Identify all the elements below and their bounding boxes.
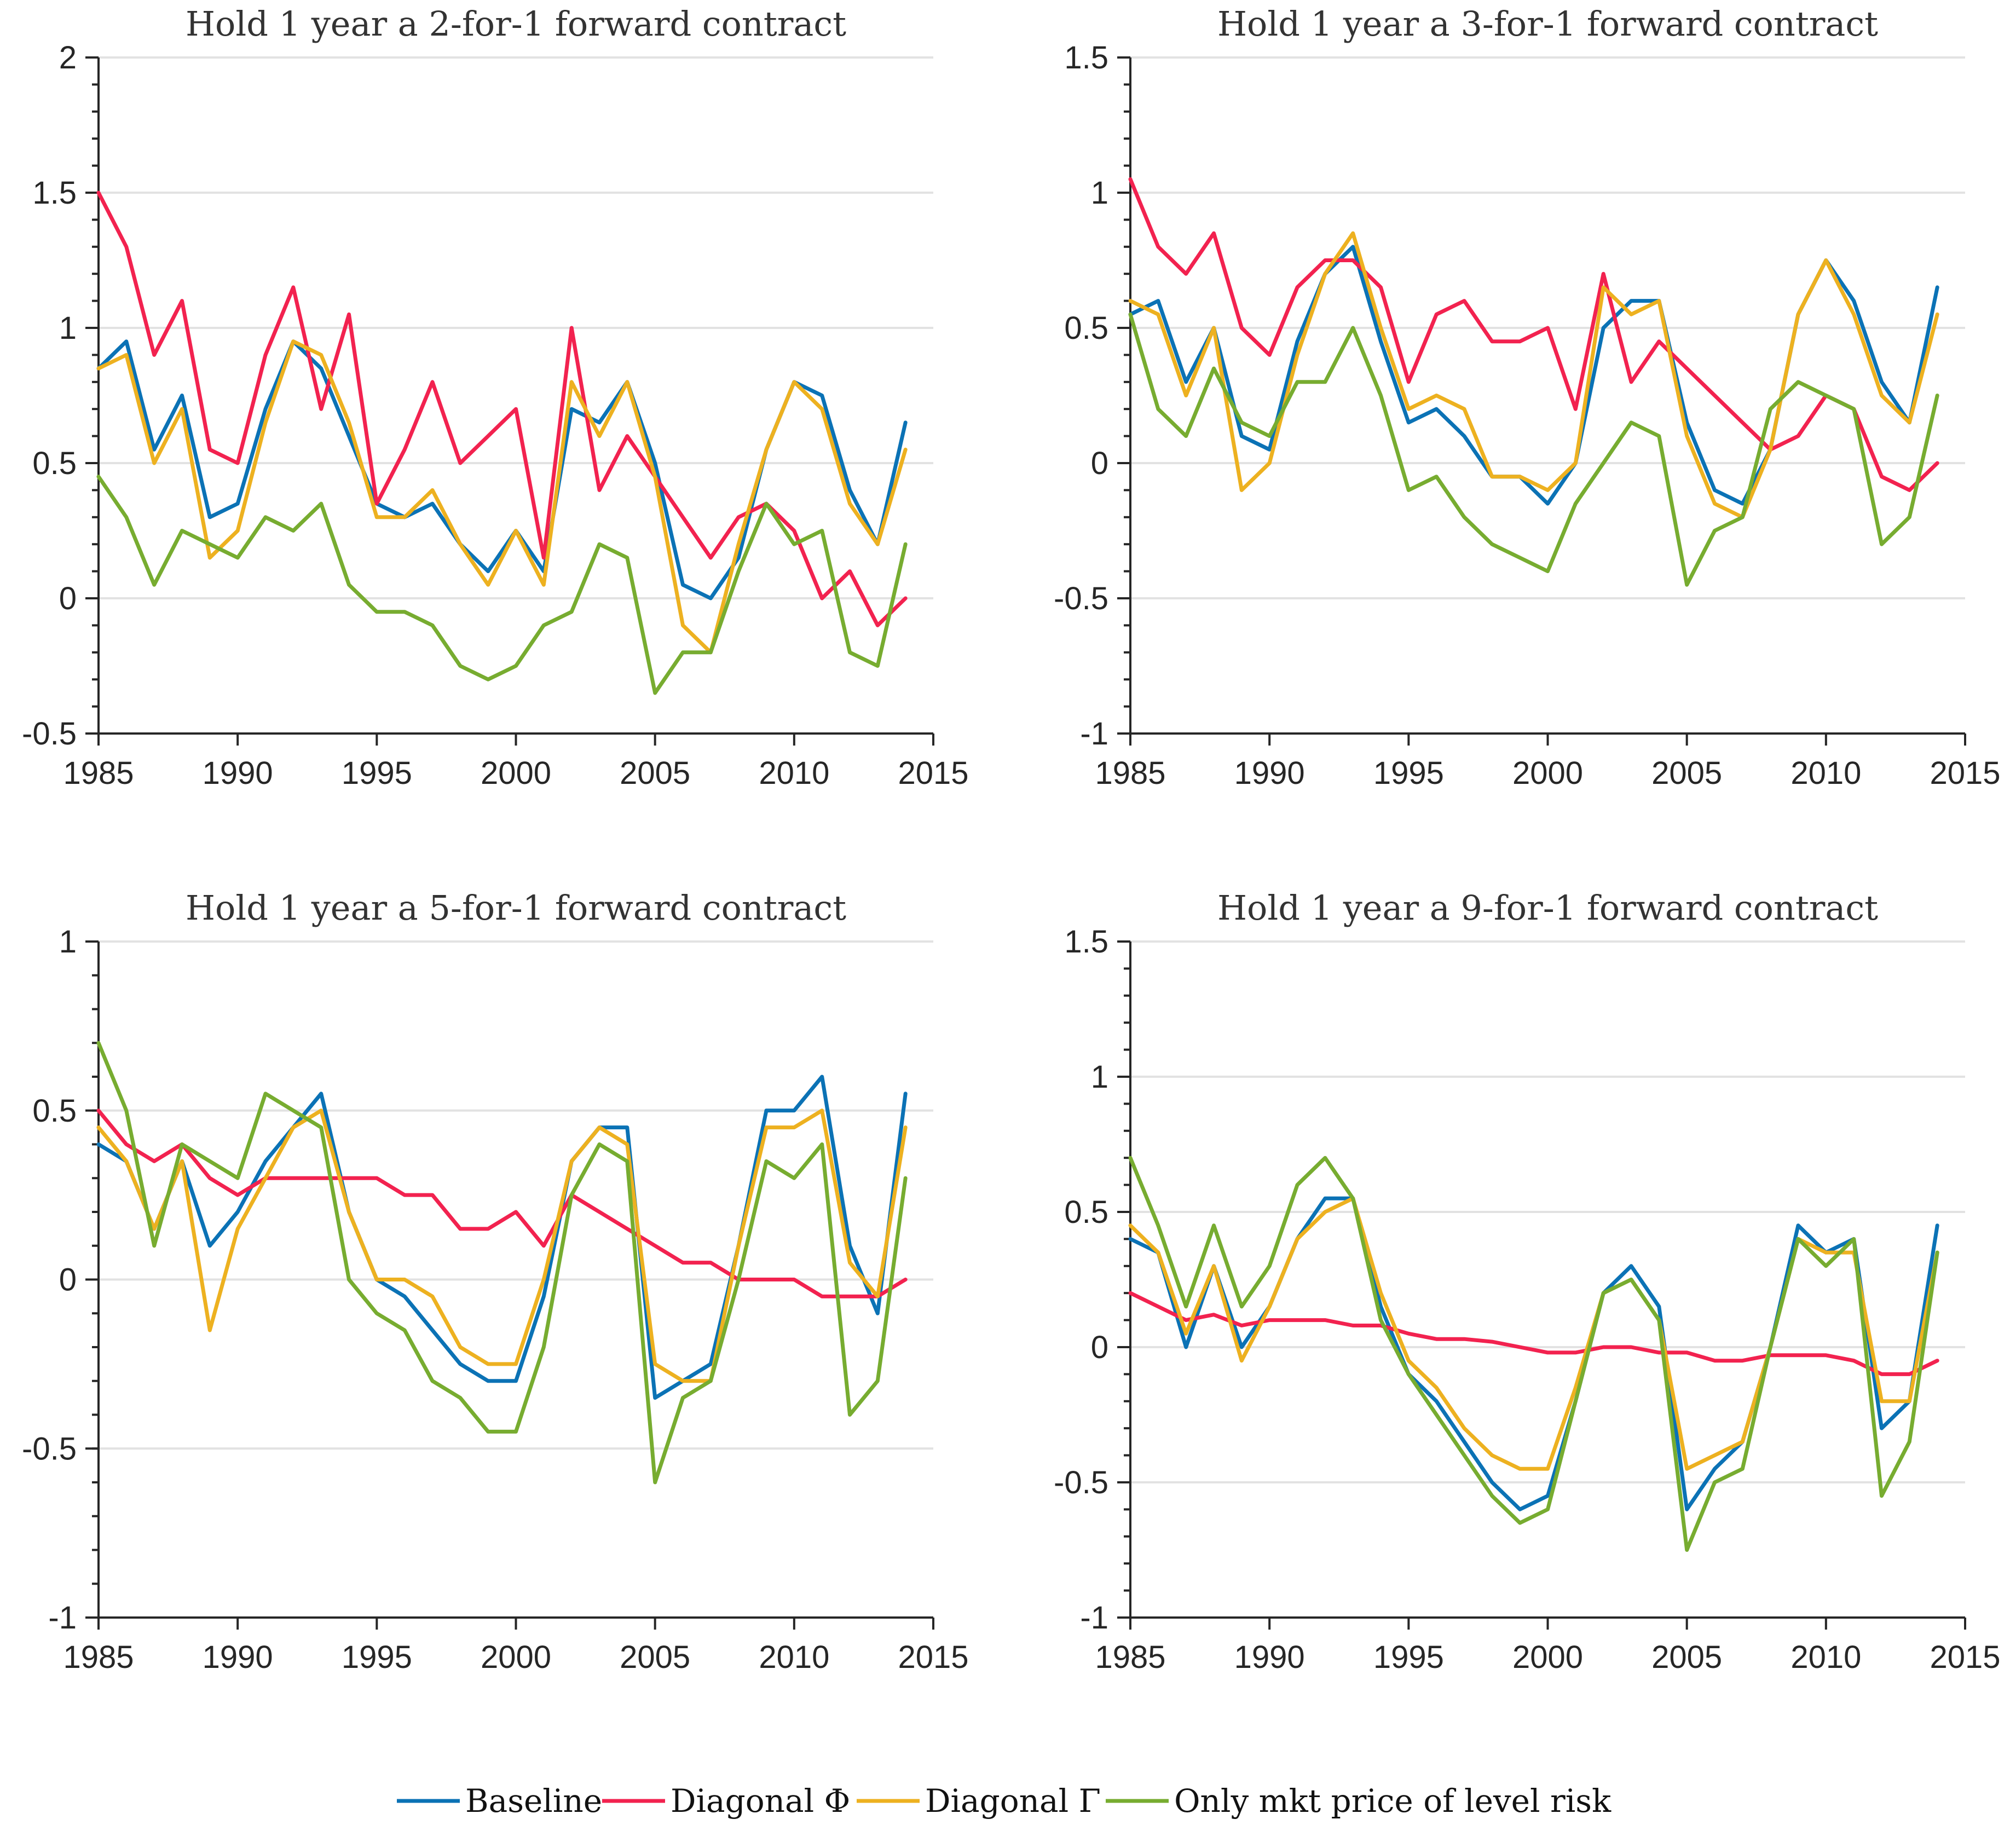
x-tick-label: 2005: [1651, 755, 1722, 791]
series-line-only-mkt-price-of-level-risk: [1128, 312, 1939, 587]
chart-panels: Hold 1 year a 2-for-1 forward contract -0…: [22, 4, 2000, 1675]
legend-label-baseline: Baseline: [465, 1782, 602, 1820]
x-tick-label: 2005: [1651, 1639, 1722, 1675]
x-tick-label: 1995: [1373, 1639, 1444, 1675]
x-tick-label: 2015: [898, 755, 968, 791]
chart-panel-4: Hold 1 year a 9-for-1 forward contract -1…: [1054, 888, 2000, 1675]
y-tick-label: 0.5: [1064, 310, 1108, 346]
x-tick-label: 2005: [620, 1639, 690, 1675]
y-tick-label: 0: [59, 1262, 77, 1298]
series-line-diagonal: [1128, 1291, 1939, 1376]
y-tick-label: 0: [1091, 446, 1108, 481]
y-tick-label: 0.5: [32, 446, 77, 481]
chart-title: Hold 1 year a 5-for-1 forward contract: [186, 888, 846, 928]
x-tick-label: 2000: [481, 755, 551, 791]
series-line-baseline: [1128, 245, 1939, 506]
y-tick-label: 0.5: [32, 1093, 77, 1129]
y-tick-label: -0.5: [22, 716, 77, 752]
series-line-baseline: [96, 1075, 908, 1400]
series-line-diagonal: [96, 1108, 908, 1383]
x-tick-label: 2010: [759, 755, 829, 791]
chart-title: Hold 1 year a 2-for-1 forward contract: [186, 4, 846, 44]
series-line-only-mkt-price-of-level-risk: [1128, 1156, 1939, 1552]
y-tick-label: 0.5: [1064, 1194, 1108, 1230]
y-tick-label: -1: [48, 1600, 77, 1636]
x-tick-label: 2000: [481, 1639, 551, 1675]
y-tick-label: 2: [59, 40, 77, 76]
y-tick-label: 1: [59, 924, 77, 960]
chart-title: Hold 1 year a 3-for-1 forward contract: [1217, 4, 1878, 44]
x-tick-label: 2015: [898, 1639, 968, 1675]
y-tick-label: 1.5: [32, 175, 77, 211]
series-line-diagonal: [96, 339, 908, 655]
y-tick-label: -1: [1080, 716, 1108, 752]
x-tick-label: 2015: [1930, 1639, 2000, 1675]
x-tick-label: 1985: [63, 1639, 134, 1675]
series-line-diagonal: [1128, 231, 1939, 519]
chart-panel-2: Hold 1 year a 3-for-1 forward contract -1…: [1054, 4, 2000, 791]
legend: Baseline Diagonal Φ Diagonal Γ Only mkt …: [386, 1769, 1628, 1830]
legend-label-only-mkt-price: Only mkt price of level risk: [1174, 1782, 1612, 1820]
x-tick-label: 1995: [342, 755, 412, 791]
x-tick-label: 2010: [1790, 1639, 1861, 1675]
series-line-diagonal: [1128, 177, 1939, 492]
series-line-diagonal: [96, 1108, 908, 1298]
y-tick-label: 1: [1091, 1059, 1108, 1095]
x-tick-label: 1985: [1095, 1639, 1165, 1675]
legend-label-diagonal-phi: Diagonal Φ: [671, 1782, 850, 1820]
x-tick-label: 2010: [1790, 755, 1861, 791]
y-tick-label: 0: [1091, 1330, 1108, 1365]
y-tick-label: 0: [59, 581, 77, 616]
x-tick-label: 1995: [1373, 755, 1444, 791]
x-tick-label: 1995: [342, 1639, 412, 1675]
chart-panel-1: Hold 1 year a 2-for-1 forward contract -0…: [22, 4, 968, 791]
y-tick-label: 1.5: [1064, 924, 1108, 960]
x-tick-label: 1990: [203, 1639, 273, 1675]
y-tick-label: 1: [59, 310, 77, 346]
y-tick-label: -1: [1080, 1600, 1108, 1636]
x-tick-label: 2000: [1512, 1639, 1583, 1675]
x-tick-label: 2000: [1512, 755, 1583, 791]
legend-label-diagonal-gamma: Diagonal Γ: [925, 1782, 1101, 1820]
series-line-only-mkt-price-of-level-risk: [96, 1041, 908, 1485]
x-tick-label: 1990: [1234, 755, 1305, 791]
legend-box: [386, 1769, 1628, 1830]
x-tick-label: 1990: [1234, 1639, 1305, 1675]
x-tick-label: 2015: [1930, 755, 2000, 791]
series-line-only-mkt-price-of-level-risk: [96, 475, 908, 695]
y-tick-label: 1.5: [1064, 40, 1108, 76]
x-tick-label: 2010: [759, 1639, 829, 1675]
x-tick-label: 2005: [620, 755, 690, 791]
y-tick-label: 1: [1091, 175, 1108, 211]
x-tick-label: 1990: [203, 755, 273, 791]
chart-panel-3: Hold 1 year a 5-for-1 forward contract -1…: [22, 888, 968, 1675]
x-tick-label: 1985: [1095, 755, 1165, 791]
y-tick-label: -0.5: [1054, 1465, 1108, 1500]
y-tick-label: -0.5: [22, 1431, 77, 1466]
chart-title: Hold 1 year a 9-for-1 forward contract: [1217, 888, 1878, 928]
y-tick-label: -0.5: [1054, 581, 1108, 616]
x-tick-label: 1985: [63, 755, 134, 791]
